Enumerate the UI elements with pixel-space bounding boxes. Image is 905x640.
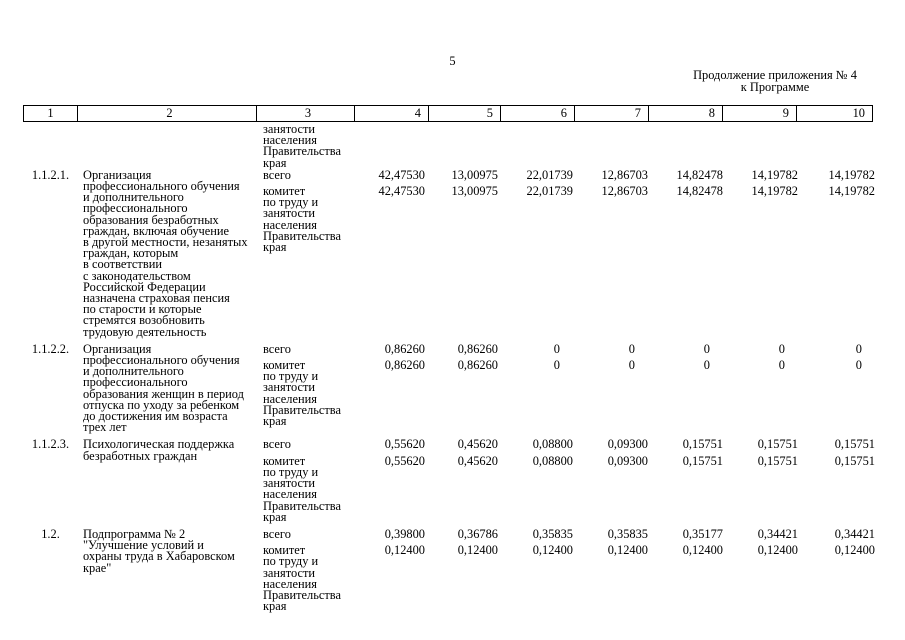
- value-cell: 22,01739 22,01739: [526, 167, 573, 199]
- total-label: всего: [263, 167, 291, 182]
- row-id: 1.2.: [41, 526, 60, 541]
- activity-text: Организация профессионального обучения и…: [83, 167, 248, 339]
- row-id: 1.1.2.3.: [31, 437, 70, 452]
- total-label: всего: [263, 341, 291, 356]
- value-cell: 0,45620 0,45620: [457, 437, 498, 468]
- value-cell: 0,15751 0,15751: [682, 437, 723, 468]
- carryover-row: занятости населения Правительства края: [23, 122, 885, 170]
- value-cell: 0,09300 0,09300: [607, 437, 648, 468]
- value-cell: 0,36786 0,12400: [457, 526, 498, 558]
- table-header-row: 1 2 3 4 5 6 7 8 9 10: [23, 105, 885, 122]
- column-header: 9: [722, 105, 797, 122]
- row-id: 1.1.2.2.: [31, 341, 70, 356]
- executor-label: комитет по труду и занятости населения П…: [263, 453, 341, 524]
- column-header: 5: [428, 105, 501, 122]
- table-row: 1.1.2.1. Организация профессионального о…: [23, 167, 885, 339]
- continuation-note: Продолжение приложения № 4 к Программе: [660, 68, 890, 94]
- continuation-note-line1: Продолжение приложения № 4: [693, 68, 857, 82]
- table-row: 1.1.2.3. Психологическая поддержка безра…: [23, 437, 885, 524]
- value-cell: 0,35177 0,12400: [682, 526, 723, 558]
- value-cell: 0,86260 0,86260: [384, 341, 425, 373]
- value-cell: 0,08800 0,08800: [532, 437, 573, 468]
- value-cell: 0,15751 0,15751: [834, 437, 875, 468]
- value-cell: 0,34421 0,12400: [834, 526, 875, 558]
- value-cell: 42,47530 42,47530: [378, 167, 425, 199]
- column-header: 10: [796, 105, 873, 122]
- executor-cell: всего комитет по труду и занятости насел…: [258, 167, 357, 255]
- column-header: 2: [77, 105, 257, 122]
- executor-continued: занятости населения Правительства края: [263, 122, 341, 170]
- executor-cell: всего комитет по труду и занятости насел…: [258, 341, 357, 429]
- value-cell: 0,15751 0,15751: [757, 437, 798, 468]
- appendix-table: 1 2 3 4 5 6 7 8 9 10 занятости населения…: [23, 105, 885, 612]
- value-cell: 0,55620 0,55620: [384, 437, 425, 468]
- total-label: всего: [263, 526, 291, 541]
- column-header: 7: [574, 105, 649, 122]
- activity-text: Психологическая поддержка безработных гр…: [83, 437, 235, 463]
- executor-label: комитет по труду и занятости населения П…: [263, 543, 341, 614]
- column-header: 8: [648, 105, 723, 122]
- column-header: 4: [354, 105, 429, 122]
- value-cell: 14,19782 14,19782: [751, 167, 798, 199]
- value-cell: 0,34421 0,12400: [757, 526, 798, 558]
- row-id: 1.1.2.1.: [31, 167, 70, 182]
- total-label: всего: [263, 437, 291, 452]
- executor-cell: всего комитет по труду и занятости насел…: [258, 437, 357, 524]
- value-cell: 0,86260 0,86260: [457, 341, 498, 373]
- table-row: 1.1.2.2. Организация профессионального о…: [23, 341, 885, 435]
- executor-label: комитет по труду и занятости населения П…: [263, 358, 341, 429]
- value-cell: 12,86703 12,86703: [601, 167, 648, 199]
- value-cell: 14,19782 14,19782: [828, 167, 875, 199]
- column-header: 1: [23, 105, 78, 122]
- value-cell: 13,00975 13,00975: [451, 167, 498, 199]
- activity-text: Организация профессионального обучения и…: [83, 341, 244, 435]
- value-cell: 0,35835 0,12400: [607, 526, 648, 558]
- table-row: 1.2. Подпрограмма № 2 "Улучшение условий…: [23, 526, 885, 614]
- executor-cell: всего комитет по труду и занятости насел…: [258, 526, 357, 614]
- column-header: 6: [500, 105, 575, 122]
- value-cell: 0,39800 0,12400: [384, 526, 425, 558]
- continuation-note-line2: к Программе: [740, 79, 810, 94]
- column-header: 3: [256, 105, 355, 122]
- executor-label: комитет по труду и занятости населения П…: [263, 184, 341, 255]
- value-cell: 0,35835 0,12400: [532, 526, 573, 558]
- value-cell: 14,82478 14,82478: [676, 167, 723, 199]
- activity-text: Подпрограмма № 2 "Улучшение условий и ох…: [83, 526, 235, 575]
- page-number: 5: [449, 54, 456, 68]
